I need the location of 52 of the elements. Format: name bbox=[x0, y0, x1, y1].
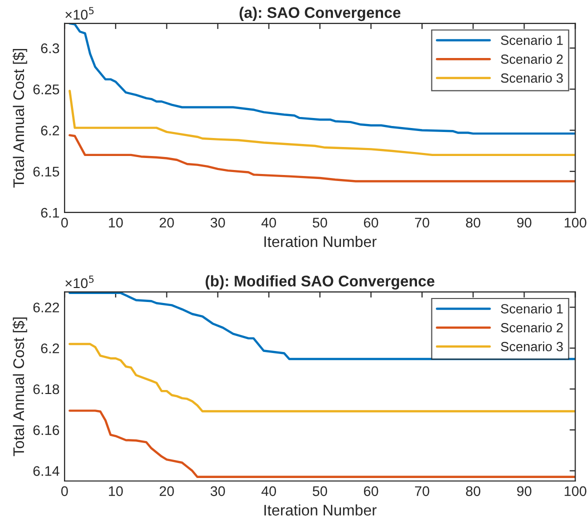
x-tick-label: 50 bbox=[312, 486, 328, 496]
y-axis-title: Total Annual Cost [$] bbox=[12, 48, 28, 188]
line-series bbox=[68, 292, 576, 360]
legend-label: Scenario 3 bbox=[500, 342, 563, 352]
y-tick-label: 6.16 bbox=[33, 425, 60, 436]
y-tick-label: 6.2 bbox=[41, 126, 60, 136]
legend-label: Scenario 3 bbox=[500, 73, 563, 83]
x-axis-title: Iteration Number bbox=[264, 236, 377, 248]
x-tick-label: 60 bbox=[364, 218, 378, 228]
y-tick-label: 6.1 bbox=[41, 208, 60, 218]
y-tick-label: 6.14 bbox=[33, 466, 60, 476]
x-tick-label: 90 bbox=[517, 218, 532, 228]
x-tick-label: 10 bbox=[108, 486, 123, 496]
legend-label: Scenario 1 bbox=[500, 304, 563, 314]
x-tick-label: 70 bbox=[415, 218, 430, 228]
x-tick-label: 10 bbox=[108, 218, 123, 228]
x-tick-label: 0 bbox=[61, 486, 68, 496]
x-tick-label: 60 bbox=[364, 486, 378, 496]
y-tick-label: 6.22 bbox=[33, 302, 60, 312]
x-tick-label: 30 bbox=[210, 486, 225, 496]
y-tick-label: 6.18 bbox=[33, 384, 60, 394]
x-tick-label: 40 bbox=[261, 486, 276, 496]
x-tick-label: 50 bbox=[312, 218, 328, 228]
y-tick-label: 6.2 bbox=[41, 343, 60, 354]
x-tick-label: 30 bbox=[210, 218, 225, 228]
chart-title: (a): SAO Convergence bbox=[240, 6, 400, 22]
y-axis-title: Total Annual Cost [$] bbox=[12, 317, 28, 456]
x-tick-label: 20 bbox=[160, 486, 174, 496]
line-series bbox=[68, 342, 576, 412]
x-tick-label: 100 bbox=[564, 218, 586, 228]
x-tick-label: 70 bbox=[415, 486, 430, 496]
line-series bbox=[68, 410, 576, 478]
x-tick-label: 80 bbox=[466, 486, 480, 496]
text: ×10$^{5}$ bbox=[66, 276, 94, 288]
y-tick-label: 6.3 bbox=[41, 43, 60, 54]
y-tick-label: 6.15 bbox=[33, 166, 60, 177]
legend-label: Scenario 2 bbox=[500, 322, 563, 332]
y-tick-label: 6.25 bbox=[33, 84, 60, 94]
x-tick-label: 0 bbox=[61, 218, 68, 228]
x-tick-label: 20 bbox=[160, 218, 174, 228]
x-tick-label: 80 bbox=[466, 218, 480, 228]
legend-label: Scenario 2 bbox=[500, 54, 563, 64]
line-series bbox=[68, 90, 576, 156]
legend-label: Scenario 1 bbox=[500, 35, 563, 45]
text: ×10$^{5}$ bbox=[66, 7, 94, 20]
x-tick-label: 90 bbox=[517, 486, 532, 496]
chart-title: (b): Modified SAO Convergence bbox=[206, 275, 434, 290]
line-series bbox=[68, 23, 576, 135]
x-axis-title: Iteration Number bbox=[264, 504, 377, 516]
line-series bbox=[68, 134, 576, 182]
x-tick-label: 100 bbox=[564, 486, 586, 496]
x-tick-label: 40 bbox=[261, 218, 276, 228]
